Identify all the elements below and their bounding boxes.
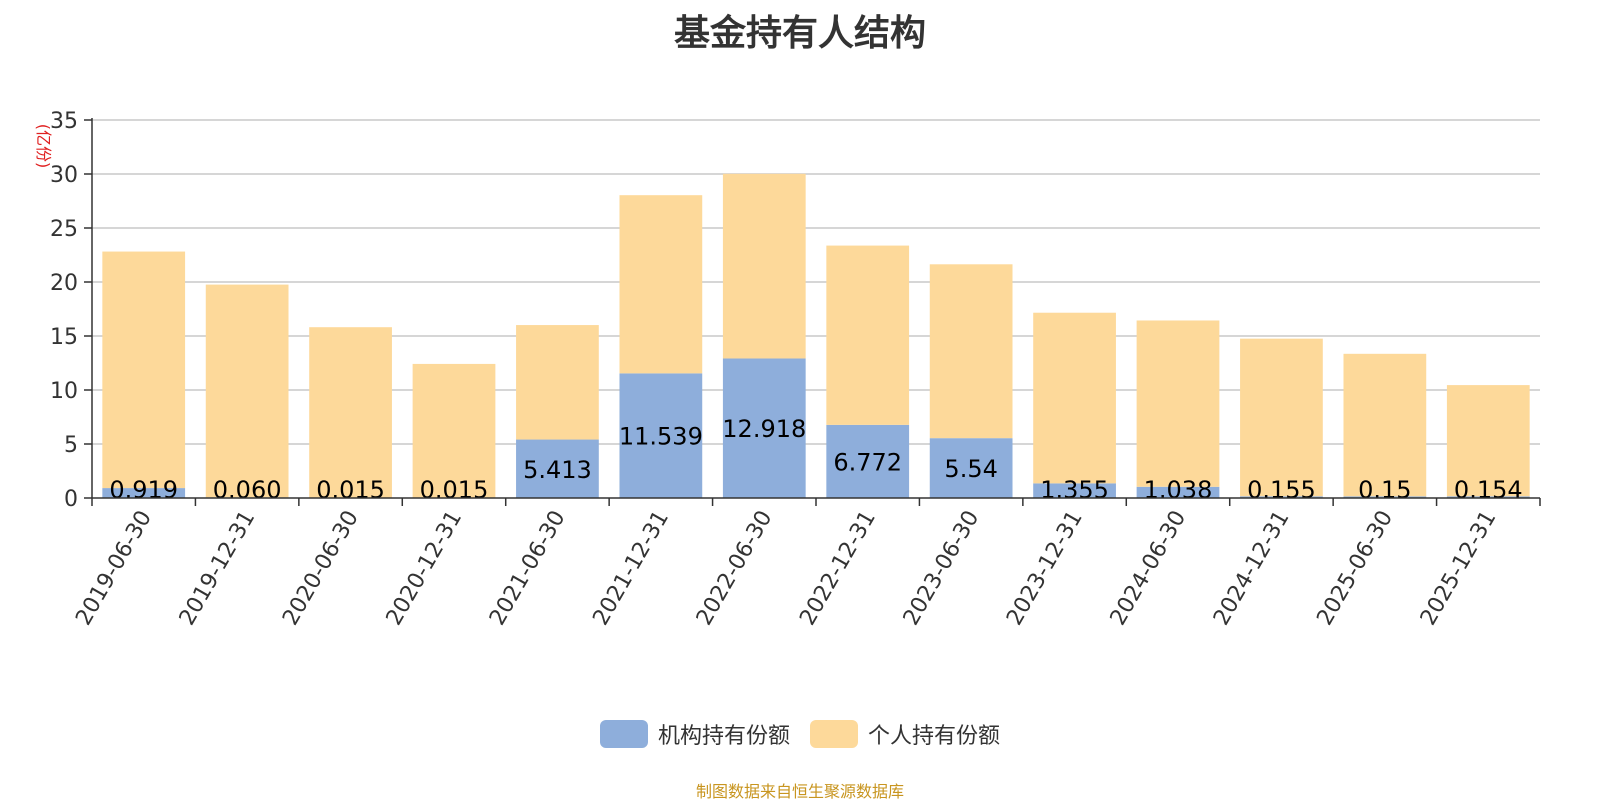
y-tick-label: 25: [50, 217, 78, 242]
bar-individual: [1033, 313, 1116, 484]
x-tick-label: 2025-12-31: [1416, 507, 1502, 630]
x-tick-label: 2021-06-30: [485, 507, 571, 630]
x-tick-label: 2020-12-31: [382, 507, 468, 630]
y-tick-label: 10: [50, 379, 78, 404]
bar-individual: [309, 327, 392, 498]
legend-swatch-individual: [810, 720, 858, 748]
legend: 机构持有份额 个人持有份额: [0, 718, 1600, 750]
x-tick-label: 2019-06-30: [71, 507, 157, 630]
y-tick-label: 5: [64, 433, 78, 458]
data-label-institutional: 0.919: [109, 476, 178, 504]
data-label-institutional: 0.155: [1247, 476, 1316, 504]
x-tick-label: 2019-12-31: [175, 507, 261, 630]
source-note: 制图数据来自恒生聚源数据库: [0, 778, 1600, 802]
x-tick-label: 2024-12-31: [1209, 507, 1295, 630]
bar-individual: [1343, 354, 1426, 497]
legend-item-institutional[interactable]: 机构持有份额: [600, 718, 790, 750]
bar-individual: [1240, 339, 1323, 497]
legend-label-individual: 个人持有份额: [868, 718, 1000, 750]
y-tick-label: 20: [50, 271, 78, 296]
data-label-institutional: 0.060: [213, 476, 282, 504]
data-label-institutional: 1.355: [1040, 476, 1109, 504]
bar-individual: [826, 246, 909, 425]
x-tick-label: 2021-12-31: [588, 507, 674, 630]
bar-individual: [1137, 320, 1220, 486]
x-tick-label: 2022-12-31: [795, 507, 881, 630]
y-tick-label: 0: [64, 487, 78, 512]
bar-individual: [723, 174, 806, 359]
bar-individual: [930, 264, 1013, 438]
y-tick-label: 35: [50, 109, 78, 134]
bar-individual: [619, 195, 702, 373]
data-label-institutional: 0.15: [1358, 476, 1411, 504]
x-tick-label: 2025-06-30: [1312, 507, 1398, 630]
data-label-institutional: 5.413: [523, 456, 592, 484]
data-label-institutional: 11.539: [619, 423, 703, 451]
data-label-institutional: 6.772: [833, 448, 902, 476]
x-tick-label: 2020-06-30: [278, 507, 364, 630]
legend-label-institutional: 机构持有份额: [658, 718, 790, 750]
y-tick-label: 15: [50, 325, 78, 350]
data-label-institutional: 1.038: [1144, 476, 1213, 504]
data-label-institutional: 0.015: [420, 476, 489, 504]
data-label-institutional: 5.54: [944, 455, 997, 483]
x-tick-label: 2023-06-30: [899, 507, 985, 630]
legend-swatch-institutional: [600, 720, 648, 748]
data-label-institutional: 0.015: [316, 476, 385, 504]
x-tick-label: 2023-12-31: [1002, 507, 1088, 630]
x-tick-label: 2024-06-30: [1106, 507, 1192, 630]
bar-individual: [516, 325, 599, 439]
data-label-institutional: 12.918: [722, 415, 806, 443]
x-tick-label: 2022-06-30: [692, 507, 778, 630]
legend-item-individual[interactable]: 个人持有份额: [810, 718, 1000, 750]
y-axis-label: (亿份): [34, 124, 53, 169]
data-label-institutional: 0.154: [1454, 476, 1523, 504]
bar-individual: [206, 285, 289, 498]
y-tick-label: 30: [50, 163, 78, 188]
bar-individual: [102, 252, 185, 489]
